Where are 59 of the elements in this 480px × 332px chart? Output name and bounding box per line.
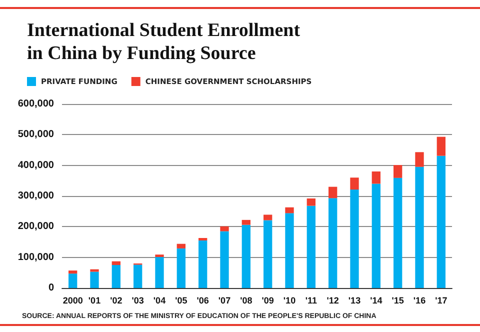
x-tick-label: '07 xyxy=(218,296,231,306)
bar xyxy=(350,190,359,288)
bar xyxy=(285,207,294,214)
y-tick-label: 0 xyxy=(48,282,54,294)
bar xyxy=(220,231,229,288)
bar xyxy=(242,224,250,288)
bar xyxy=(436,156,446,288)
bar xyxy=(242,220,250,225)
y-tick-label: 500,000 xyxy=(18,129,54,140)
bar xyxy=(264,220,272,288)
bar xyxy=(436,136,446,156)
bar xyxy=(350,178,359,190)
x-tick-label: '06 xyxy=(196,296,209,306)
bar xyxy=(264,214,272,220)
bar xyxy=(372,171,380,184)
bar xyxy=(415,152,424,167)
y-tick-label: 600,000 xyxy=(18,98,54,110)
x-tick-label: '10 xyxy=(283,296,296,306)
y-tick-label: 300,000 xyxy=(18,190,54,202)
bar xyxy=(415,166,424,288)
x-tick-label: '14 xyxy=(370,296,382,306)
x-tick-label: '05 xyxy=(175,296,188,306)
x-tick-label: '01 xyxy=(88,296,101,306)
x-tick-label: '08 xyxy=(240,296,252,306)
bar xyxy=(176,244,186,248)
bar xyxy=(112,265,120,288)
x-tick-label: 2000 xyxy=(62,296,83,306)
bar xyxy=(198,240,208,288)
bar xyxy=(285,213,294,288)
chart-title: International Student Enrollment in China by Funding Source xyxy=(27,20,301,64)
x-tick-label: '09 xyxy=(262,296,274,306)
bar xyxy=(306,198,316,206)
x-tick-label: '12 xyxy=(326,296,339,306)
x-tick-label: '16 xyxy=(413,296,426,306)
bar xyxy=(394,178,402,288)
y-tick-label: 400,000 xyxy=(18,160,54,171)
bar xyxy=(134,264,142,288)
bar xyxy=(220,226,229,232)
x-tick-label: '03 xyxy=(132,296,144,306)
x-tick-label: '11 xyxy=(305,296,317,306)
x-tick-label: '04 xyxy=(153,296,166,306)
bar xyxy=(68,274,78,288)
y-tick-label: 200,000 xyxy=(18,221,54,232)
bar xyxy=(155,254,164,258)
bar xyxy=(176,248,186,288)
bar xyxy=(90,272,99,288)
y-tick-label: 100,000 xyxy=(18,252,54,263)
bar xyxy=(155,257,164,288)
x-tick-label: '13 xyxy=(348,296,361,306)
bar xyxy=(394,165,402,178)
bar xyxy=(328,198,338,288)
x-tick-label: '02 xyxy=(110,296,122,306)
x-tick-label: '15 xyxy=(392,296,404,306)
bar xyxy=(306,206,316,288)
bar xyxy=(328,186,338,198)
bar xyxy=(68,270,78,274)
bar xyxy=(112,261,120,265)
x-tick-label: '17 xyxy=(435,296,448,306)
bar xyxy=(372,184,380,288)
